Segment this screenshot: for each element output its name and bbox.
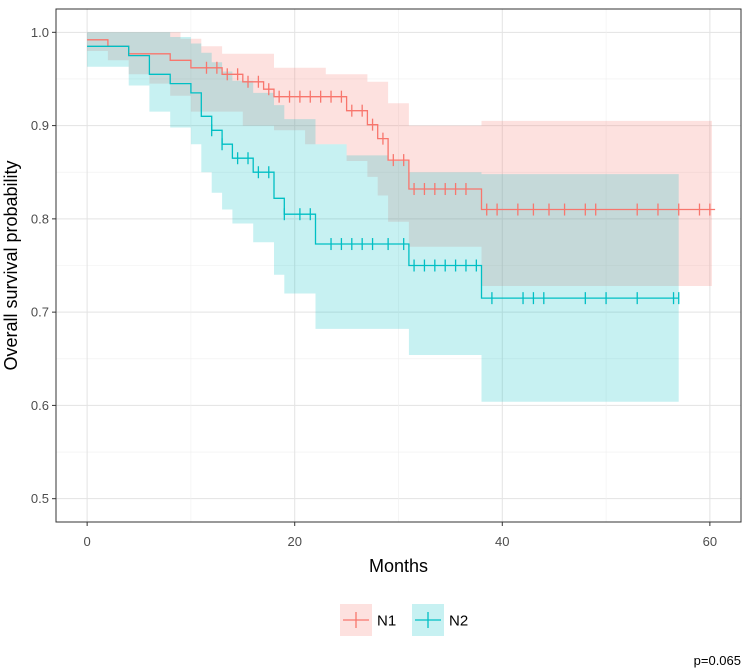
y-tick-label: 0.8	[31, 211, 49, 226]
y-tick-label: 0.6	[31, 398, 49, 413]
x-tick-label: 0	[84, 534, 91, 549]
y-tick-label: 1.0	[31, 25, 49, 40]
x-axis-title: Months	[369, 556, 428, 576]
y-tick-label: 0.9	[31, 118, 49, 133]
legend: N1 N2	[340, 604, 468, 636]
x-tick-label: 40	[495, 534, 509, 549]
x-tick-label: 20	[287, 534, 301, 549]
y-axis-title: Overall survival probability	[1, 160, 21, 370]
survival-chart: 0.5 0.6 0.7 0.8 0.9 1.0 0 20 40 60 Months Overall…	[0, 0, 744, 669]
y-tick-label: 0.5	[31, 491, 49, 506]
p-value-annotation: p=0.065	[694, 653, 741, 668]
y-tick-label: 0.7	[31, 305, 49, 320]
confidence-bands	[87, 32, 712, 401]
x-tick-label: 60	[703, 534, 717, 549]
legend-label-n2: N2	[449, 613, 468, 630]
legend-label-n1: N1	[377, 613, 396, 630]
